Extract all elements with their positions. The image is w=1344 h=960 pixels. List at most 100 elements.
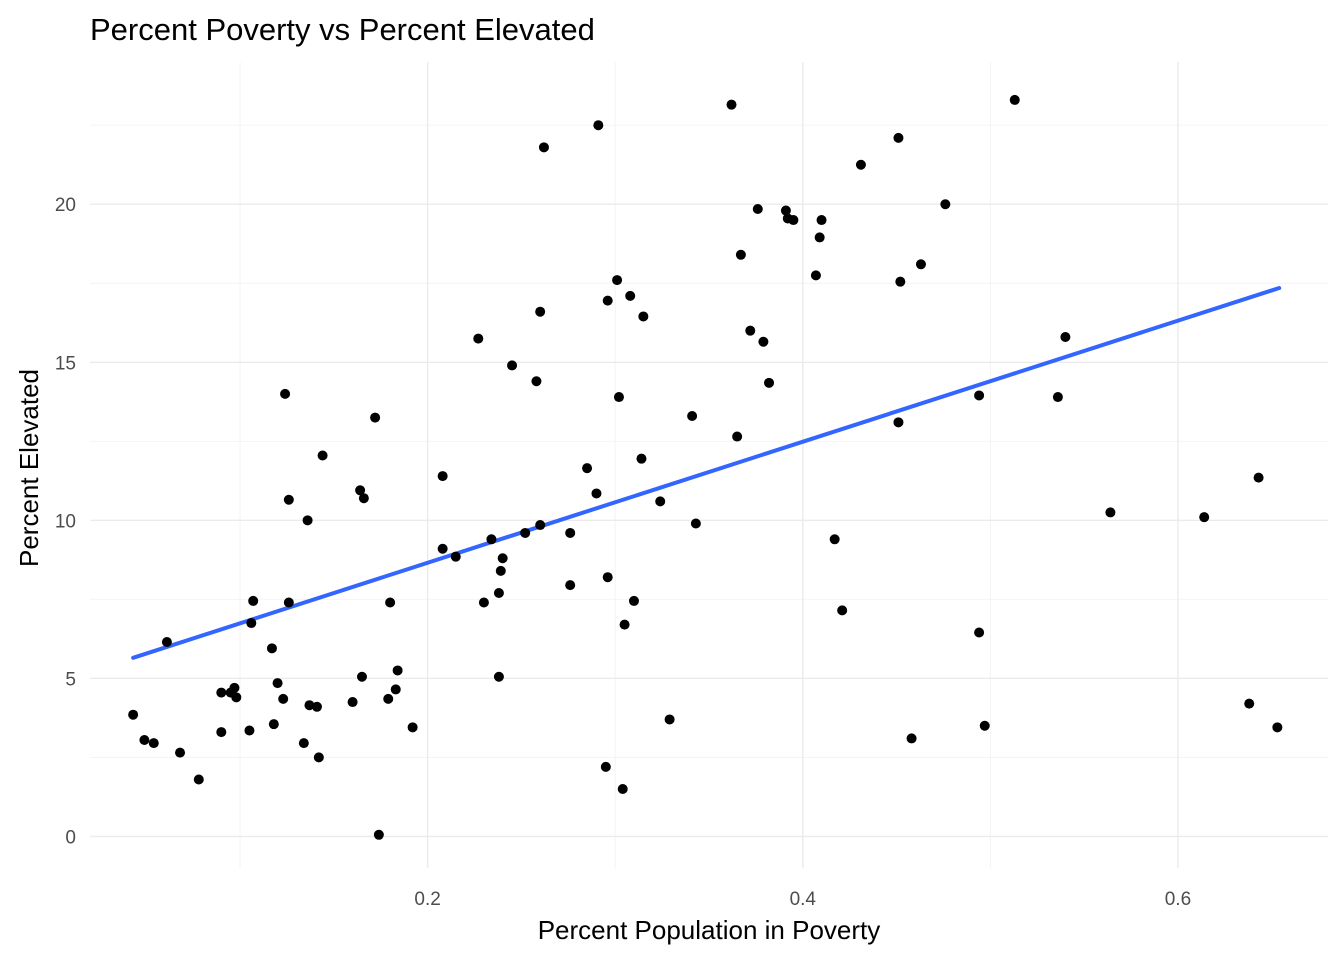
data-point xyxy=(298,738,309,749)
data-point xyxy=(302,515,313,526)
data-point xyxy=(974,627,985,638)
data-point xyxy=(161,637,172,648)
y-tick-label: 5 xyxy=(65,669,76,690)
data-point xyxy=(385,597,396,608)
data-point xyxy=(531,376,542,387)
data-point xyxy=(278,693,289,704)
y-axis-title: Percent Elevated xyxy=(14,369,44,567)
data-point xyxy=(246,618,257,629)
data-point xyxy=(1060,331,1071,342)
data-point xyxy=(602,295,613,306)
data-point xyxy=(1199,512,1210,523)
data-point xyxy=(216,727,227,738)
data-point xyxy=(758,336,769,347)
x-axis-title: Percent Population in Poverty xyxy=(538,915,881,945)
data-point xyxy=(1244,698,1255,709)
data-point xyxy=(690,518,701,529)
y-tick-label: 20 xyxy=(55,195,76,216)
data-point xyxy=(625,290,636,301)
data-point xyxy=(390,684,401,695)
chart-title: Percent Poverty vs Percent Elevated xyxy=(90,12,595,47)
data-point xyxy=(495,565,506,576)
data-point xyxy=(493,588,504,599)
data-points xyxy=(128,94,1283,840)
data-point xyxy=(283,597,294,608)
data-point xyxy=(244,725,255,736)
data-point xyxy=(837,605,848,616)
data-point xyxy=(538,142,549,153)
data-point xyxy=(895,276,906,287)
data-point xyxy=(148,738,159,749)
data-point xyxy=(655,496,666,507)
data-point xyxy=(628,595,639,606)
data-point xyxy=(450,551,461,562)
data-point xyxy=(216,687,227,698)
data-point xyxy=(732,431,743,442)
y-tick-label: 0 xyxy=(65,827,76,848)
data-point xyxy=(764,377,775,388)
data-point xyxy=(1052,392,1063,403)
data-point xyxy=(814,232,825,243)
data-point xyxy=(535,520,546,531)
data-point xyxy=(664,714,675,725)
data-point xyxy=(582,463,593,474)
data-point xyxy=(268,719,279,730)
data-point xyxy=(311,701,322,712)
data-point xyxy=(493,671,504,682)
data-point xyxy=(619,619,630,630)
data-point xyxy=(497,553,508,564)
data-point xyxy=(687,411,698,422)
data-point xyxy=(248,595,259,606)
data-point xyxy=(974,390,985,401)
data-point xyxy=(347,697,358,708)
x-tick-label: 0.6 xyxy=(1165,889,1191,910)
trend-line-group xyxy=(131,285,1282,660)
data-point xyxy=(356,671,367,682)
y-axis-tick-labels: 0 5 10 15 20 xyxy=(55,195,76,848)
data-point xyxy=(612,275,623,286)
data-point xyxy=(565,527,576,538)
data-point xyxy=(373,829,384,840)
data-point xyxy=(735,249,746,260)
data-point xyxy=(437,543,448,554)
data-point xyxy=(383,693,394,704)
data-point xyxy=(473,333,484,344)
data-point xyxy=(638,311,649,322)
data-point xyxy=(392,665,403,676)
data-point xyxy=(810,270,821,281)
data-point xyxy=(535,306,546,317)
data-point xyxy=(940,199,951,210)
data-point xyxy=(280,388,291,399)
trend-line xyxy=(131,285,1282,660)
data-point xyxy=(752,203,763,214)
data-point xyxy=(906,733,917,744)
data-point xyxy=(600,761,611,772)
data-point xyxy=(816,215,827,226)
y-tick-label: 10 xyxy=(55,511,76,532)
data-point xyxy=(893,417,904,428)
data-point xyxy=(229,682,240,693)
y-tick-label: 15 xyxy=(55,353,76,374)
data-point xyxy=(520,527,531,538)
data-point xyxy=(272,678,283,689)
data-point xyxy=(915,259,926,270)
data-point xyxy=(591,488,602,499)
major-gridlines xyxy=(90,62,1328,868)
data-point xyxy=(617,783,628,794)
data-point xyxy=(565,580,576,591)
data-point xyxy=(304,700,315,711)
data-point xyxy=(231,692,242,703)
data-point xyxy=(370,412,381,423)
data-point xyxy=(593,120,604,131)
data-point xyxy=(193,774,204,785)
data-point xyxy=(726,99,737,110)
data-point xyxy=(358,493,369,504)
data-point xyxy=(893,132,904,143)
x-axis-tick-labels: 0.2 0.4 0.6 xyxy=(414,889,1191,910)
data-point xyxy=(266,643,277,654)
data-point xyxy=(437,471,448,482)
data-point xyxy=(636,453,647,464)
data-point xyxy=(478,597,489,608)
x-tick-label: 0.4 xyxy=(790,889,817,910)
